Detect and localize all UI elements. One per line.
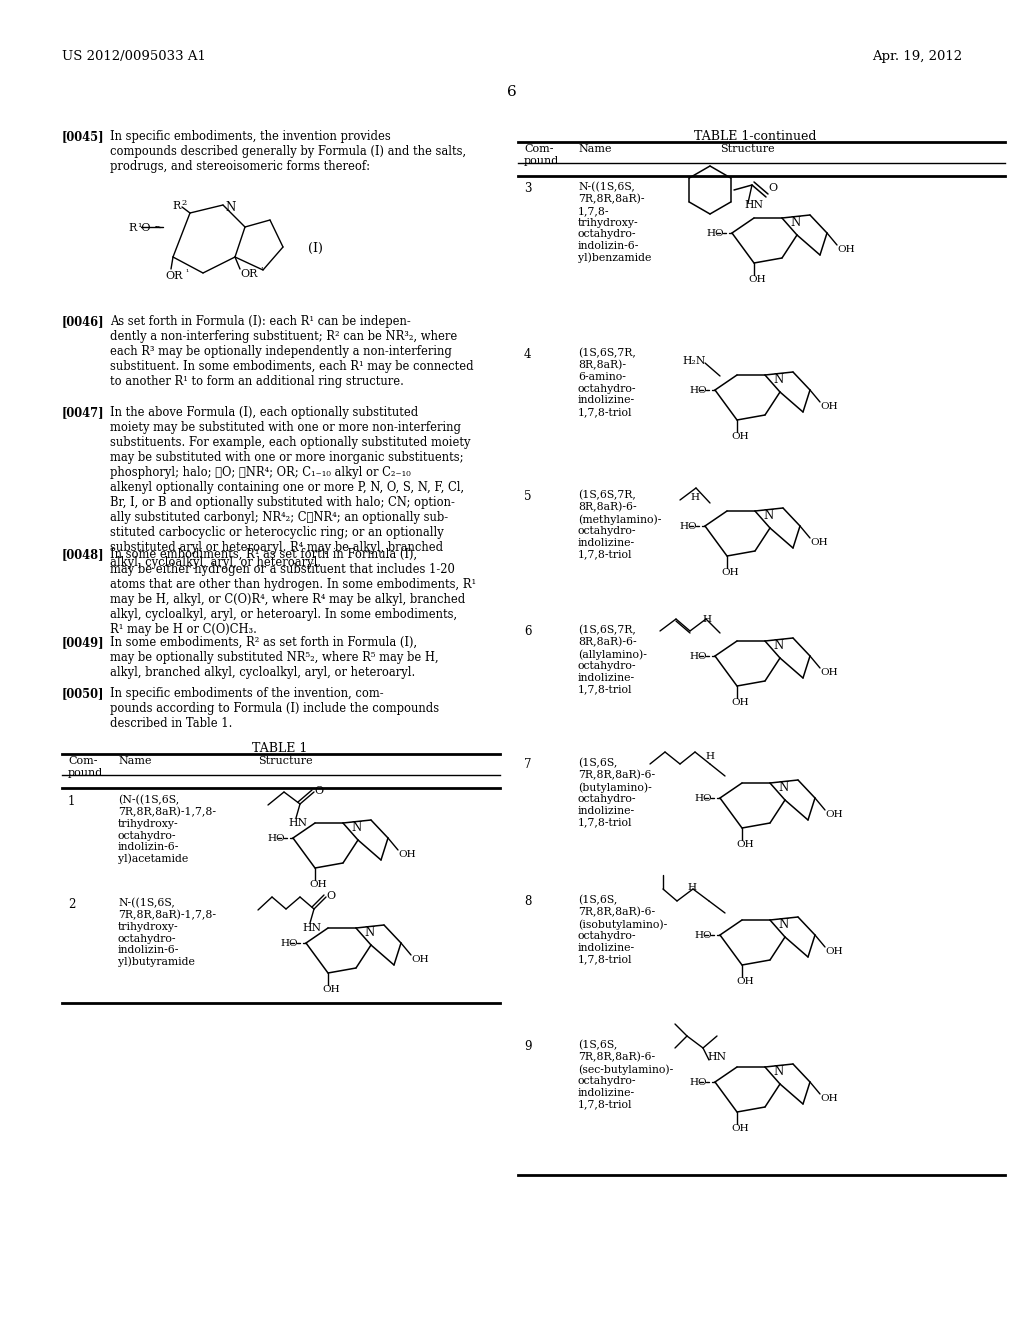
Text: TABLE 1-continued: TABLE 1-continued [693, 129, 816, 143]
Text: HO: HO [694, 931, 712, 940]
Text: In specific embodiments of the invention, com-
pounds according to Formula (I) i: In specific embodiments of the invention… [110, 686, 439, 730]
Text: 6: 6 [507, 84, 517, 99]
Text: Com-
pound: Com- pound [524, 144, 559, 165]
Text: ¹: ¹ [185, 269, 188, 277]
Text: OH: OH [411, 954, 429, 964]
Text: OH: OH [825, 810, 843, 818]
Text: (I): (I) [308, 242, 323, 255]
Text: 5: 5 [524, 490, 531, 503]
Text: HO: HO [689, 1078, 707, 1086]
Text: N: N [351, 821, 361, 834]
Text: OH: OH [748, 275, 766, 284]
Text: HO: HO [689, 385, 707, 395]
Text: N: N [225, 201, 236, 214]
Text: In the above Formula (I), each optionally substituted
moiety may be substituted : In the above Formula (I), each optionall… [110, 407, 470, 569]
Text: [0046]: [0046] [62, 315, 104, 327]
Text: (1S,6S,7R,
8R,8aR)-
6-amino-
octahydro-
indolizine-
1,7,8-triol: (1S,6S,7R, 8R,8aR)- 6-amino- octahydro- … [578, 348, 637, 417]
Text: OH: OH [322, 985, 340, 994]
Text: (1S,6S,
7R,8R,8aR)-6-
(isobutylamino)-
octahydro-
indolizine-
1,7,8-triol: (1S,6S, 7R,8R,8aR)-6- (isobutylamino)- o… [578, 895, 668, 965]
Text: N: N [778, 781, 788, 795]
Text: OH: OH [398, 850, 416, 859]
Text: HO: HO [706, 228, 724, 238]
Text: Com-
pound: Com- pound [68, 756, 103, 777]
Text: OR: OR [240, 269, 257, 279]
Text: [0045]: [0045] [62, 129, 104, 143]
Text: 1: 1 [68, 795, 76, 808]
Text: N: N [773, 374, 783, 385]
Text: OH: OH [820, 668, 838, 677]
Text: (1S,6S,7R,
8R,8aR)-6-
(allylamino)-
octahydro-
indolizine-
1,7,8-triol: (1S,6S,7R, 8R,8aR)-6- (allylamino)- octa… [578, 624, 647, 694]
Text: N: N [790, 216, 800, 228]
Text: HO: HO [267, 834, 285, 843]
Text: HO: HO [689, 652, 707, 661]
Text: ¹: ¹ [260, 267, 263, 275]
Text: O: O [768, 183, 777, 193]
Text: 6: 6 [524, 624, 531, 638]
Text: N-((1S,6S,
7R,8R,8aR)-
1,7,8-
trihydroxy-
octahydro-
indolizin-6-
yl)benzamide: N-((1S,6S, 7R,8R,8aR)- 1,7,8- trihydroxy… [578, 182, 651, 263]
Text: HO: HO [694, 795, 712, 803]
Text: N: N [778, 917, 788, 931]
Text: N-((1S,6S,
7R,8R,8aR)-1,7,8-
trihydroxy-
octahydro-
indolizin-6-
yl)butyramide: N-((1S,6S, 7R,8R,8aR)-1,7,8- trihydroxy-… [118, 898, 216, 968]
Text: US 2012/0095033 A1: US 2012/0095033 A1 [62, 50, 206, 63]
Text: R: R [172, 201, 180, 211]
Text: (N-((1S,6S,
7R,8R,8aR)-1,7,8-
trihydroxy-
octahydro-
indolizin-6-
yl)acetamide: (N-((1S,6S, 7R,8R,8aR)-1,7,8- trihydroxy… [118, 795, 216, 865]
Text: Name: Name [578, 144, 611, 154]
Text: 4: 4 [524, 348, 531, 360]
Text: (1S,6S,
7R,8R,8aR)-6-
(butylamino)-
octahydro-
indolizine-
1,7,8-triol: (1S,6S, 7R,8R,8aR)-6- (butylamino)- octa… [578, 758, 655, 828]
Text: H₂N: H₂N [682, 356, 706, 366]
Text: OH: OH [731, 698, 749, 708]
Text: Structure: Structure [258, 756, 312, 766]
Text: OH: OH [731, 1125, 749, 1133]
Text: In some embodiments, R¹ as set forth in Formula (I),
may be either hydrogen or a: In some embodiments, R¹ as set forth in … [110, 548, 476, 636]
Text: Structure: Structure [720, 144, 774, 154]
Text: OH: OH [825, 946, 843, 956]
Text: [0049]: [0049] [62, 636, 104, 649]
Text: 2: 2 [181, 199, 186, 207]
Text: OR: OR [165, 271, 182, 281]
Text: OH: OH [820, 403, 838, 411]
Text: [0050]: [0050] [62, 686, 104, 700]
Text: (1S,6S,7R,
8R,8aR)-6-
(methylamino)-
octahydro-
indolizine-
1,7,8-triol: (1S,6S,7R, 8R,8aR)-6- (methylamino)- oct… [578, 490, 662, 560]
Text: HN: HN [288, 818, 307, 828]
Text: HO: HO [679, 521, 696, 531]
Text: N: N [773, 639, 783, 652]
Text: H: H [690, 492, 699, 502]
Text: 8: 8 [524, 895, 531, 908]
Text: [0047]: [0047] [62, 407, 104, 418]
Text: N: N [773, 1065, 783, 1078]
Text: H: H [702, 615, 711, 624]
Text: 3: 3 [524, 182, 531, 195]
Text: 9: 9 [524, 1040, 531, 1053]
Text: HN: HN [744, 201, 763, 210]
Text: 2: 2 [68, 898, 76, 911]
Text: ¹O: ¹O [137, 223, 151, 234]
Text: HO: HO [280, 939, 298, 948]
Text: O: O [314, 785, 324, 796]
Text: O: O [326, 891, 335, 902]
Text: Name: Name [118, 756, 152, 766]
Text: In specific embodiments, the invention provides
compounds described generally by: In specific embodiments, the invention p… [110, 129, 466, 173]
Text: OH: OH [736, 977, 754, 986]
Text: OH: OH [721, 568, 738, 577]
Text: [0048]: [0048] [62, 548, 104, 561]
Text: OH: OH [810, 539, 827, 546]
Text: OH: OH [820, 1094, 838, 1104]
Text: As set forth in Formula (I): each R¹ can be indepen-
dently a non-interfering su: As set forth in Formula (I): each R¹ can… [110, 315, 474, 388]
Text: HN: HN [707, 1052, 726, 1063]
Text: R: R [128, 223, 136, 234]
Text: (1S,6S,
7R,8R,8aR)-6-
(sec-butylamino)-
octahydro-
indolizine-
1,7,8-triol: (1S,6S, 7R,8R,8aR)-6- (sec-butylamino)- … [578, 1040, 673, 1109]
Text: Apr. 19, 2012: Apr. 19, 2012 [871, 50, 962, 63]
Text: TABLE 1: TABLE 1 [252, 742, 307, 755]
Text: HN: HN [302, 923, 321, 933]
Text: OH: OH [837, 246, 855, 253]
Text: OH: OH [309, 880, 327, 888]
Text: In some embodiments, R² as set forth in Formula (I),
may be optionally substitut: In some embodiments, R² as set forth in … [110, 636, 438, 678]
Text: N: N [763, 510, 773, 521]
Text: H: H [687, 883, 696, 892]
Text: OH: OH [731, 432, 749, 441]
Text: N: N [364, 927, 374, 939]
Text: 7: 7 [524, 758, 531, 771]
Text: H: H [705, 752, 714, 762]
Text: OH: OH [736, 840, 754, 849]
